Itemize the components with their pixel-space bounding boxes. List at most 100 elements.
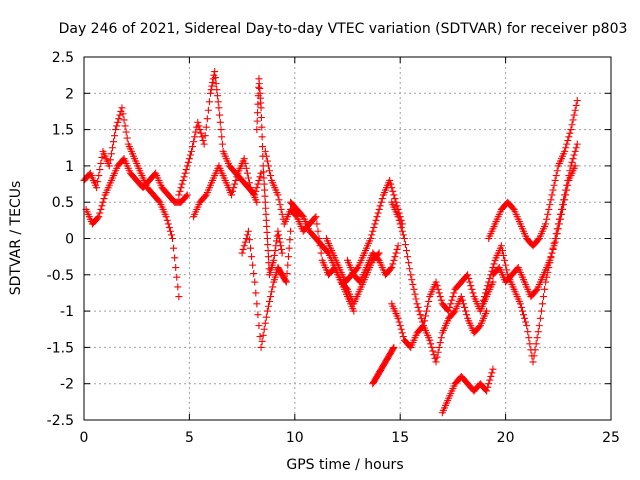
- data-point: [484, 282, 492, 290]
- data-point: [255, 83, 263, 91]
- data-point: [253, 184, 261, 192]
- data-point: [179, 176, 187, 184]
- data-point: [123, 134, 131, 142]
- data-point: [264, 247, 272, 255]
- data-point: [106, 156, 114, 164]
- data-point: [475, 323, 483, 331]
- data-point: [401, 241, 409, 249]
- data-point: [110, 138, 118, 146]
- data-point: [240, 242, 248, 250]
- data-point: [239, 245, 247, 253]
- series-track-q: [489, 162, 579, 301]
- data-point: [413, 300, 421, 308]
- data-point: [254, 180, 262, 188]
- data-point: [263, 307, 271, 315]
- data-point: [415, 307, 423, 315]
- data-point: [368, 231, 376, 239]
- data-point: [314, 227, 322, 235]
- data-point: [568, 158, 576, 166]
- data-point: [312, 213, 320, 221]
- data-point: [570, 151, 578, 159]
- data-point: [268, 288, 276, 296]
- data-point: [543, 215, 551, 223]
- data-point: [389, 187, 397, 195]
- data-point: [467, 282, 475, 290]
- data-point: [559, 205, 567, 213]
- data-point: [251, 278, 259, 286]
- data-point: [395, 216, 403, 224]
- data-point: [393, 245, 401, 253]
- data-point: [243, 231, 251, 239]
- data-point: [573, 97, 581, 105]
- data-point: [434, 348, 442, 356]
- data-point: [400, 235, 408, 242]
- data-point: [218, 133, 226, 141]
- data-point: [107, 150, 115, 158]
- series-track-f: [238, 227, 295, 351]
- data-point: [166, 227, 174, 235]
- data-point: [503, 266, 511, 274]
- data-point: [275, 231, 283, 239]
- data-point: [502, 261, 510, 269]
- data-point: [390, 191, 398, 199]
- data-point: [93, 184, 101, 192]
- data-point: [449, 293, 457, 301]
- data-point: [549, 245, 557, 253]
- data-point: [479, 296, 487, 304]
- data-point: [262, 210, 270, 218]
- data-point: [100, 195, 108, 203]
- data-point: [392, 249, 400, 257]
- y-axis-title: SDTVAR / TECUs: [8, 181, 24, 296]
- data-point: [181, 169, 189, 177]
- data-point: [457, 293, 465, 301]
- data-point: [374, 209, 382, 217]
- data-point: [261, 319, 269, 327]
- plot-frame: [83, 56, 612, 421]
- data-point: [263, 222, 271, 230]
- data-point: [396, 220, 404, 228]
- data-point: [399, 333, 407, 341]
- data-point: [536, 314, 544, 322]
- data-point: [197, 129, 205, 137]
- data-point: [550, 181, 558, 189]
- data-point: [550, 242, 558, 250]
- data-point: [175, 191, 183, 199]
- data-point: [313, 220, 321, 228]
- data-point: [205, 98, 213, 106]
- data-point: [478, 300, 486, 308]
- data-points: [80, 68, 581, 417]
- data-point: [267, 293, 275, 301]
- data-point: [169, 235, 177, 242]
- data-point: [97, 159, 105, 167]
- data-point: [266, 297, 274, 305]
- data-point: [375, 205, 383, 213]
- data-point: [199, 136, 207, 144]
- data-point: [282, 278, 290, 286]
- data-point: [258, 143, 266, 151]
- data-point: [423, 307, 431, 315]
- data-point: [469, 289, 477, 297]
- data-point: [534, 236, 542, 244]
- data-point: [489, 264, 497, 272]
- data-point: [546, 201, 554, 209]
- data-point: [96, 166, 104, 174]
- data-point: [551, 238, 559, 246]
- data-point: [114, 118, 122, 126]
- data-point: [571, 162, 579, 170]
- data-point: [311, 214, 319, 222]
- data-point: [216, 111, 224, 119]
- data-point: [231, 180, 239, 188]
- data-point: [254, 109, 262, 117]
- data-point: [247, 244, 255, 252]
- data-point: [252, 289, 260, 297]
- data-point: [483, 307, 491, 315]
- data-point: [432, 358, 440, 366]
- data-point: [533, 334, 541, 342]
- series-track-b: [82, 155, 191, 228]
- data-point: [397, 325, 405, 333]
- data-point: [183, 162, 191, 170]
- data-point: [389, 345, 397, 353]
- data-point: [176, 187, 184, 195]
- data-point: [489, 365, 497, 373]
